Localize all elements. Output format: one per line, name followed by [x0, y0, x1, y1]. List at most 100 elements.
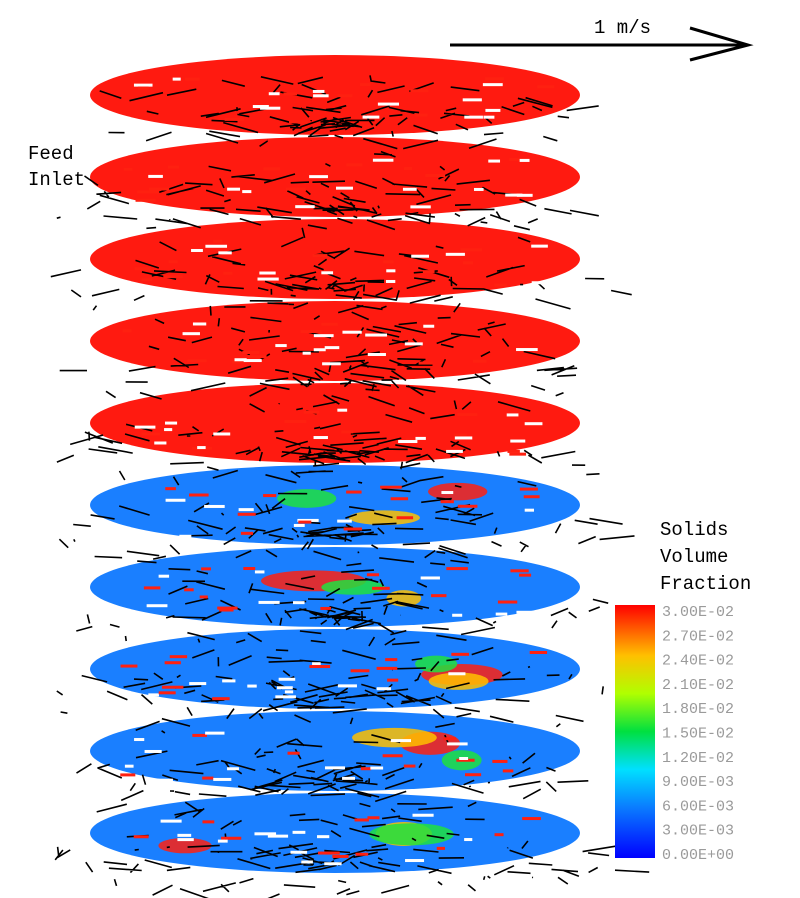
marker: [397, 516, 414, 519]
marker: [355, 818, 369, 821]
marker: [161, 820, 182, 823]
marker: [293, 831, 306, 834]
marker: [386, 280, 395, 283]
marker: [488, 160, 500, 163]
marker: [313, 90, 325, 93]
marker: [317, 835, 329, 838]
colorbar: [615, 605, 655, 858]
marker: [187, 359, 206, 362]
marker: [387, 679, 398, 682]
marker: [441, 500, 454, 503]
disk: [90, 219, 580, 299]
marker: [298, 521, 311, 524]
marker: [385, 658, 397, 661]
marker: [179, 535, 191, 538]
marker: [342, 777, 355, 780]
annotation: Feed: [28, 143, 74, 165]
marker: [314, 334, 334, 337]
marker: [173, 78, 181, 81]
marker: [217, 607, 237, 610]
marker: [459, 757, 468, 760]
marker: [341, 430, 353, 433]
marker: [218, 251, 231, 254]
marker: [227, 767, 239, 770]
marker: [309, 665, 330, 668]
marker: [524, 495, 540, 498]
marker: [344, 527, 362, 530]
marker: [446, 253, 465, 256]
marker: [314, 348, 326, 351]
marker: [443, 737, 456, 740]
marker: [134, 267, 150, 270]
marker: [391, 739, 411, 742]
marker: [423, 270, 435, 273]
marker: [336, 187, 353, 190]
marker: [473, 360, 487, 363]
marker: [309, 175, 328, 178]
marker: [532, 281, 552, 284]
marker: [134, 738, 144, 741]
marker: [324, 862, 341, 865]
marker: [342, 331, 361, 334]
marker: [448, 672, 465, 675]
marker: [441, 491, 453, 494]
marker: [136, 199, 156, 202]
marker: [183, 332, 200, 335]
marker: [346, 491, 361, 494]
marker: [163, 275, 183, 278]
disk: [90, 137, 580, 217]
colorbar-label: 0.00E+00: [662, 847, 734, 864]
marker: [238, 513, 256, 516]
disk: [90, 629, 580, 709]
marker: [464, 116, 483, 119]
disk: [90, 465, 580, 545]
disk: [90, 301, 580, 381]
marker: [255, 570, 265, 573]
marker: [218, 840, 228, 843]
marker: [185, 78, 200, 81]
marker: [313, 254, 328, 257]
marker: [168, 166, 179, 169]
marker: [177, 834, 191, 837]
marker: [260, 107, 280, 110]
marker: [325, 346, 340, 349]
marker: [223, 272, 232, 275]
colorbar-label: 9.00E-03: [662, 774, 734, 791]
marker: [121, 665, 138, 668]
marker: [135, 426, 156, 429]
marker: [325, 766, 345, 769]
marker: [137, 190, 159, 193]
legend-title: Fraction: [660, 573, 751, 595]
marker: [483, 83, 503, 86]
marker: [510, 440, 525, 443]
marker: [200, 595, 208, 598]
marker: [423, 325, 434, 328]
marker: [463, 98, 482, 101]
marker: [368, 353, 386, 356]
visualization: 1 m/s Feed Inlet Solids Volume Fraction …: [0, 0, 800, 898]
marker: [222, 679, 235, 682]
colorbar-label: 1.80E-02: [662, 701, 734, 718]
marker: [367, 816, 379, 819]
marker: [142, 432, 160, 435]
marker: [410, 89, 428, 92]
colorbar-label: 1.50E-02: [662, 725, 734, 742]
marker: [503, 769, 513, 772]
marker: [150, 616, 161, 619]
marker: [204, 505, 225, 508]
marker: [530, 651, 547, 654]
marker: [247, 685, 256, 688]
marker: [303, 352, 311, 355]
marker: [415, 114, 427, 117]
marker: [455, 436, 472, 439]
colorbar-label: 1.20E-02: [662, 750, 734, 767]
marker: [405, 342, 423, 345]
colorbar-label: 6.00E-03: [662, 798, 734, 815]
marker: [202, 820, 214, 823]
marker: [149, 188, 169, 191]
legend-title: Solids: [660, 519, 728, 541]
marker: [380, 486, 402, 489]
marker: [212, 697, 229, 700]
marker: [285, 690, 293, 693]
marker: [154, 441, 166, 444]
